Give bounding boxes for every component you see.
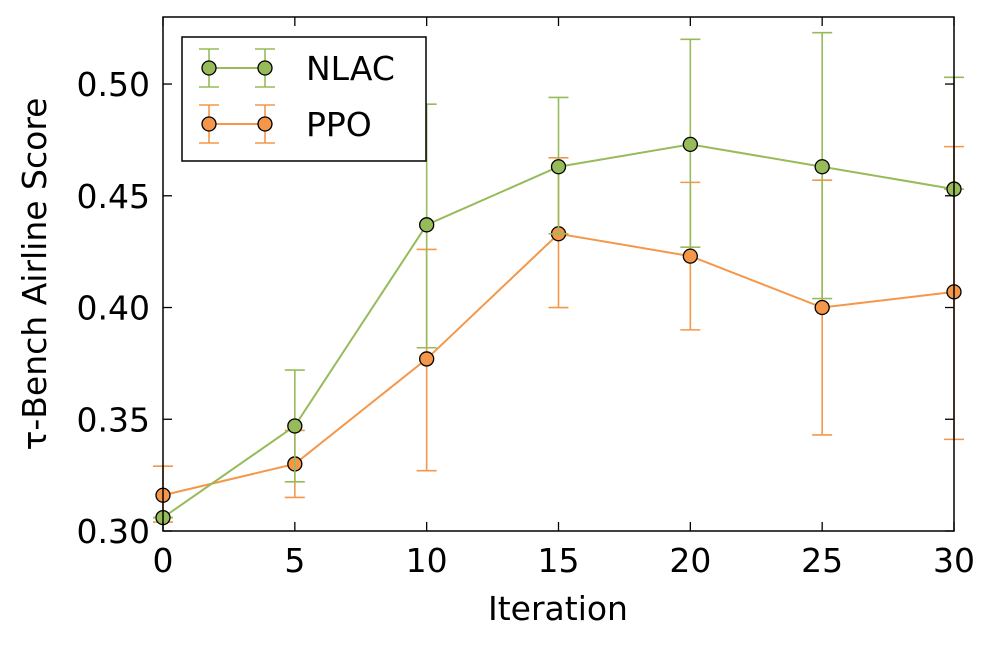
y-tick-label: 0.50 [77, 65, 150, 104]
ppo-point [419, 351, 435, 367]
y-tick-label: 0.30 [77, 512, 150, 551]
y-tick-label: 0.45 [77, 177, 150, 216]
x-tick-label: 30 [933, 541, 975, 580]
y-tick-label: 0.40 [77, 289, 150, 328]
nlac-point [682, 136, 698, 153]
x-tick-label: 5 [284, 541, 305, 580]
legend-marker [257, 116, 273, 132]
legend: NLAC PPO [181, 36, 427, 162]
legend-entry-nlac: NLAC [199, 48, 395, 88]
nlac-point [419, 217, 435, 233]
x-axis-title: Iteration [488, 589, 628, 628]
tick-layer: 0 5 10 15 20 25 30 0.30 0.35 0.40 0.45 0.50 [77, 17, 975, 580]
x-tick-label: 0 [153, 541, 174, 580]
x-tick-label: 10 [406, 541, 448, 580]
legend-label-ppo: PPO [306, 105, 372, 144]
legend-box [181, 36, 427, 162]
legend-marker [201, 60, 217, 76]
legend-marker [257, 60, 273, 76]
legend-entries: NLAC PPO [199, 48, 395, 144]
legend-entry-ppo: PPO [199, 104, 372, 144]
x-tick-label: 25 [801, 541, 843, 580]
nlac-point [550, 159, 567, 175]
legend-marker [201, 116, 217, 132]
nlac-point [814, 159, 830, 175]
y-axis-title: τ-Bench Airline Score [15, 98, 54, 451]
y-tick-label: 0.35 [77, 400, 150, 439]
nlac-point [287, 418, 303, 434]
x-tick-label: 15 [538, 541, 580, 580]
ppo-point [682, 248, 698, 264]
legend-label-nlac: NLAC [306, 49, 395, 88]
ppo-point [814, 299, 830, 316]
x-tick-label: 20 [669, 541, 711, 580]
